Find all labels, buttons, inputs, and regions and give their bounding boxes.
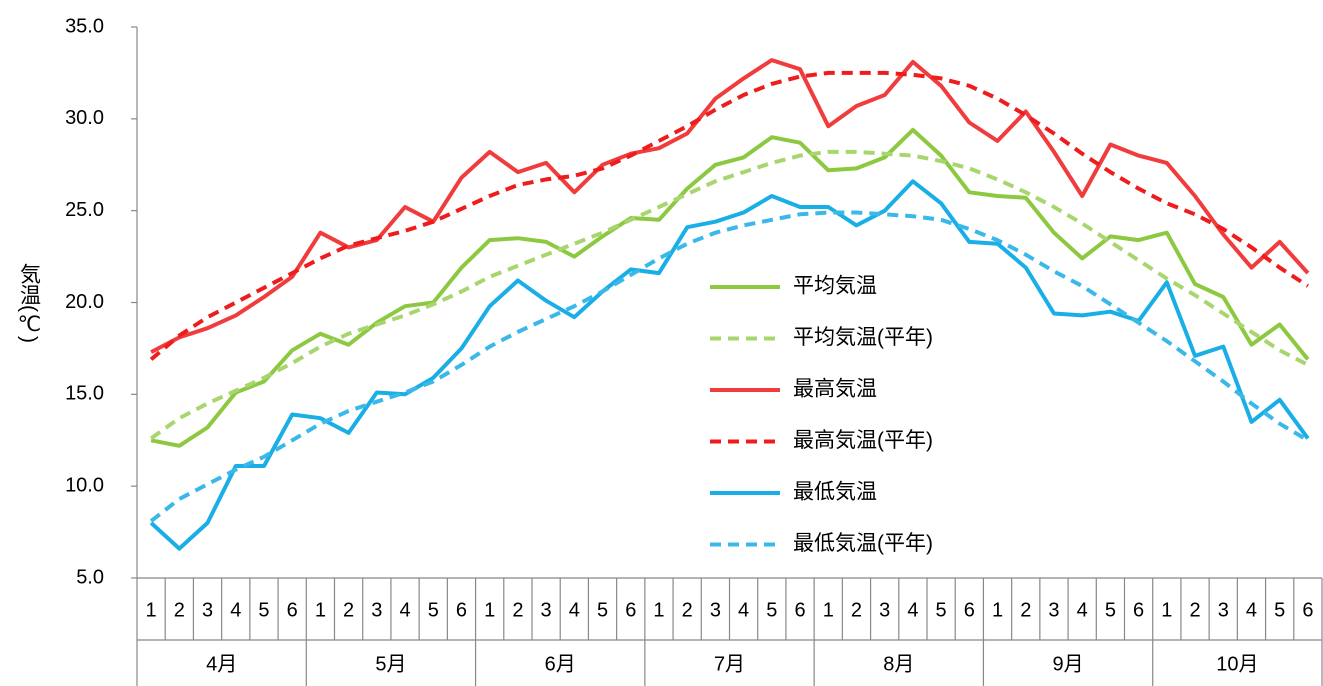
x-tick-label: 4 bbox=[569, 599, 580, 621]
y-tick-label: 30.0 bbox=[65, 107, 104, 129]
x-tick-label: 5 bbox=[597, 599, 608, 621]
series-line bbox=[149, 70, 1309, 361]
y-tick-label: 15.0 bbox=[65, 383, 104, 405]
legend-label: 最低気温(平年) bbox=[793, 532, 933, 555]
x-tick-label: 2 bbox=[851, 599, 862, 621]
x-tick-label: 4 bbox=[738, 599, 749, 621]
x-tick-label: 6 bbox=[794, 599, 805, 621]
legend-label: 平均気温(平年) bbox=[793, 326, 933, 349]
x-tick-label: 6 bbox=[287, 599, 298, 621]
legend-label: 最低気温 bbox=[793, 481, 877, 504]
x-group-label: 10月 bbox=[1216, 653, 1258, 675]
x-tick-label: 2 bbox=[174, 599, 185, 621]
x-tick-label: 5 bbox=[766, 599, 777, 621]
x-tick-label: 2 bbox=[343, 599, 354, 621]
x-group-label: 4月 bbox=[206, 653, 237, 675]
x-tick-label: 2 bbox=[1020, 599, 1031, 621]
x-tick-label: 5 bbox=[1105, 599, 1116, 621]
y-axis-label: 気温(℃) bbox=[17, 263, 41, 343]
x-tick-label: 4 bbox=[399, 599, 410, 621]
x-group-label: 6月 bbox=[545, 653, 576, 675]
x-tick-label: 3 bbox=[371, 599, 382, 621]
x-tick-label: 3 bbox=[202, 599, 213, 621]
x-tick-label: 1 bbox=[146, 599, 157, 621]
x-tick-label: 6 bbox=[456, 599, 467, 621]
x-group-label: 7月 bbox=[714, 653, 745, 675]
x-tick-label: 1 bbox=[823, 599, 834, 621]
x-tick-label: 1 bbox=[1161, 599, 1172, 621]
y-tick-label: 25.0 bbox=[65, 199, 104, 221]
y-tick-label: 10.0 bbox=[65, 474, 104, 496]
x-tick-label: 3 bbox=[1048, 599, 1059, 621]
x-tick-label: 3 bbox=[710, 599, 721, 621]
legend-label: 最高気温(平年) bbox=[793, 429, 933, 452]
x-tick-label: 2 bbox=[1189, 599, 1200, 621]
x-tick-label: 6 bbox=[964, 599, 975, 621]
x-group-label: 8月 bbox=[883, 653, 914, 675]
series-line bbox=[149, 149, 1309, 441]
y-tick-label: 20.0 bbox=[65, 291, 104, 313]
x-tick-label: 5 bbox=[428, 599, 439, 621]
series-line bbox=[150, 58, 1310, 354]
legend-label: 最高気温 bbox=[793, 378, 877, 401]
x-tick-label: 6 bbox=[1302, 599, 1313, 621]
x-group-label: 5月 bbox=[375, 653, 406, 675]
x-tick-label: 3 bbox=[879, 599, 890, 621]
y-tick-label: 35.0 bbox=[65, 15, 104, 37]
x-tick-label: 2 bbox=[682, 599, 693, 621]
x-tick-label: 4 bbox=[230, 599, 241, 621]
series-line bbox=[149, 210, 1309, 523]
x-tick-label: 1 bbox=[484, 599, 495, 621]
x-tick-label: 1 bbox=[315, 599, 326, 621]
y-tick-label: 5.0 bbox=[76, 566, 104, 588]
x-tick-label: 5 bbox=[936, 599, 947, 621]
series-line bbox=[149, 179, 1310, 551]
x-tick-label: 1 bbox=[653, 599, 664, 621]
x-tick-label: 5 bbox=[258, 599, 269, 621]
x-tick-label: 5 bbox=[1274, 599, 1285, 621]
x-tick-label: 4 bbox=[1246, 599, 1257, 621]
x-tick-label: 3 bbox=[541, 599, 552, 621]
legend-label: 平均気温 bbox=[793, 275, 877, 298]
x-tick-label: 3 bbox=[1218, 599, 1229, 621]
x-tick-label: 1 bbox=[992, 599, 1003, 621]
x-tick-label: 4 bbox=[907, 599, 918, 621]
x-group-label: 9月 bbox=[1053, 653, 1084, 675]
x-tick-label: 6 bbox=[1133, 599, 1144, 621]
x-tick-label: 6 bbox=[625, 599, 636, 621]
x-tick-label: 4 bbox=[1077, 599, 1088, 621]
series-line bbox=[150, 127, 1310, 448]
x-tick-label: 2 bbox=[512, 599, 523, 621]
